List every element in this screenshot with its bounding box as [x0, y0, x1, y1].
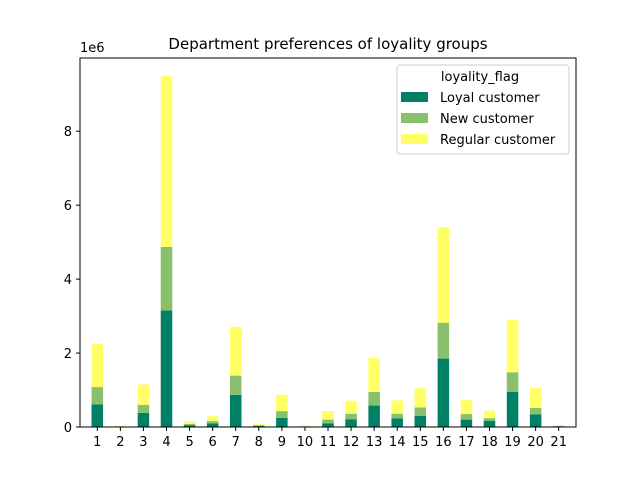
legend-swatch [401, 92, 428, 102]
bar-9-new-customer [276, 411, 288, 418]
bar-1-loyal-customer [91, 404, 104, 427]
x-tick-label: 7 [232, 435, 240, 450]
legend: loyality_flag Loyal customer New customer R… [396, 64, 570, 155]
x-tick-label: 15 [412, 435, 429, 450]
bar-21-regular-customer [552, 425, 565, 426]
bar-4-loyal-customer [160, 310, 173, 427]
bar-18-loyal-customer [483, 420, 496, 427]
bar-6-regular-customer [206, 416, 219, 422]
y-tick-label: 8 [64, 125, 72, 140]
bar-12-regular-customer [345, 400, 357, 414]
x-tick-label: 13 [366, 435, 383, 450]
bar-2-regular-customer [114, 425, 127, 427]
bar-13-loyal-customer [368, 405, 380, 427]
bar-18-new-customer [483, 418, 496, 421]
bar-5-new-customer [183, 424, 196, 426]
x-tick-label: 9 [278, 435, 286, 450]
bar-20-loyal-customer [529, 414, 542, 427]
bar-12-new-customer [345, 413, 357, 420]
x-tick-label: 16 [435, 435, 452, 450]
bar-16-regular-customer [437, 227, 450, 323]
chart-title: Department preferences of loyality group… [168, 35, 487, 53]
x-axis: 1 2 3 4 5 6 7 8 9 10 11 12 13 14 15 16 17 18 19 20 21 [93, 427, 567, 450]
x-tick-label: 4 [162, 435, 170, 450]
bar-7-new-customer [229, 375, 242, 395]
bar-3-new-customer [137, 404, 150, 413]
y-tick-label: 2 [64, 347, 72, 362]
bar-11-regular-customer [322, 411, 334, 420]
x-tick-label: 20 [527, 435, 544, 450]
bar-17-new-customer [460, 414, 473, 420]
bar-13-new-customer [368, 391, 380, 406]
x-tick-label: 5 [185, 435, 193, 450]
y-tick-label: 6 [64, 199, 72, 214]
y-axis: 0 2 4 6 8 [64, 125, 80, 436]
bar-16-loyal-customer [437, 358, 450, 427]
y-tick-label: 4 [64, 273, 72, 288]
bar-14-regular-customer [391, 400, 403, 414]
bar-9-loyal-customer [276, 417, 288, 427]
bar-8-new-customer [253, 425, 265, 426]
legend-box [396, 64, 570, 155]
legend-swatch [401, 134, 428, 144]
y-axis-multiplier: 1e6 [80, 41, 105, 56]
bar-16-new-customer [437, 322, 450, 359]
x-tick-label: 19 [504, 435, 521, 450]
bar-1-regular-customer [91, 343, 104, 388]
bar-19-regular-customer [506, 319, 519, 373]
bar-15-regular-customer [414, 388, 427, 408]
bar-3-loyal-customer [137, 412, 150, 427]
y-tick-label: 0 [64, 421, 72, 436]
bar-5-regular-customer [183, 421, 196, 425]
bar-11-loyal-customer [322, 423, 334, 427]
x-tick-label: 21 [550, 435, 567, 450]
bar-15-new-customer [414, 407, 427, 416]
bar-7-loyal-customer [229, 394, 242, 427]
bar-9-regular-customer [276, 394, 288, 412]
bar-6-loyal-customer [206, 423, 219, 427]
bar-10-regular-customer [299, 425, 311, 427]
x-tick-label: 17 [458, 435, 475, 450]
x-tick-label: 12 [343, 435, 360, 450]
bars-group [91, 76, 565, 427]
bar-5-loyal-customer [183, 425, 196, 427]
x-tick-label: 1 [93, 435, 101, 450]
bar-4-regular-customer [160, 76, 173, 247]
x-tick-label: 14 [389, 435, 406, 450]
x-tick-label: 2 [116, 435, 124, 450]
bar-14-new-customer [391, 413, 403, 419]
bar-14-loyal-customer [391, 418, 403, 427]
legend-swatch [401, 113, 428, 123]
bar-8-regular-customer [253, 423, 265, 426]
bar-11-new-customer [322, 419, 334, 424]
bar-19-new-customer [506, 372, 519, 392]
bar-7-regular-customer [229, 326, 242, 376]
bar-8-loyal-customer [253, 425, 265, 427]
x-tick-label: 6 [209, 435, 217, 450]
bar-19-loyal-customer [506, 391, 519, 427]
x-tick-label: 11 [320, 435, 337, 450]
bar-17-regular-customer [460, 400, 473, 415]
bar-15-loyal-customer [414, 415, 427, 427]
x-tick-label: 3 [139, 435, 147, 450]
legend-label: New customer [440, 112, 534, 127]
bar-20-new-customer [529, 407, 542, 415]
bar-4-new-customer [160, 246, 173, 311]
legend-label: Loyal customer [440, 91, 540, 106]
bar-18-regular-customer [483, 410, 496, 419]
bar-3-regular-customer [137, 384, 150, 405]
x-tick-label: 10 [297, 435, 314, 450]
bar-1-new-customer [91, 387, 104, 405]
x-tick-label: 18 [481, 435, 498, 450]
bar-13-regular-customer [368, 357, 380, 392]
x-tick-label: 8 [255, 435, 263, 450]
bar-20-regular-customer [529, 388, 542, 408]
bar-17-loyal-customer [460, 419, 473, 427]
legend-label: Regular customer [440, 133, 556, 148]
legend-title: loyality_flag [441, 70, 519, 85]
bar-12-loyal-customer [345, 419, 357, 427]
plot-frame [79, 57, 577, 428]
bar-6-new-customer [206, 421, 219, 424]
